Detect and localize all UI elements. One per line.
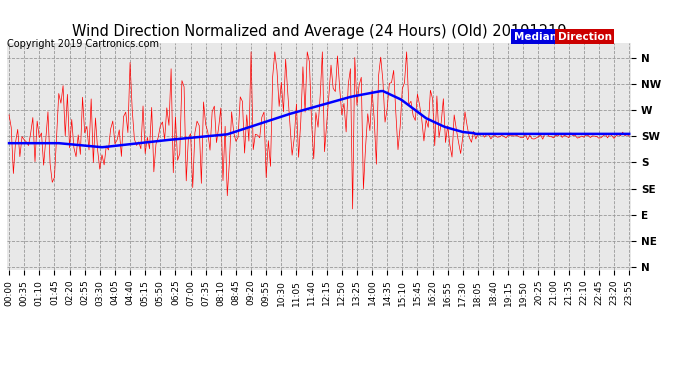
- Text: Copyright 2019 Cartronics.com: Copyright 2019 Cartronics.com: [7, 39, 159, 50]
- Text: Direction: Direction: [558, 32, 611, 42]
- Text: Median: Median: [514, 32, 558, 42]
- Title: Wind Direction Normalized and Average (24 Hours) (Old) 20191219: Wind Direction Normalized and Average (2…: [72, 24, 566, 39]
